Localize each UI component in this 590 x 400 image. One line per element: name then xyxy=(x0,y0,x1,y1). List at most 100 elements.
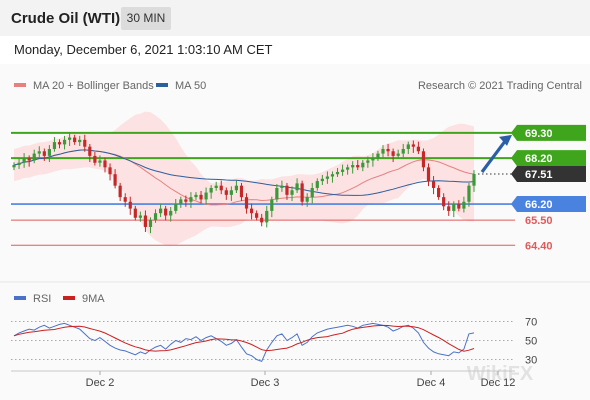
candle-body xyxy=(361,162,365,168)
candle-body xyxy=(376,153,380,159)
rsi-layer: 70 50 30 xyxy=(11,317,537,367)
candle-body xyxy=(174,204,178,211)
rsi-level-label-70: 70 xyxy=(525,317,537,329)
candle-body xyxy=(83,139,87,147)
candle-body xyxy=(255,213,259,218)
candle xyxy=(401,143,405,158)
candle-body xyxy=(265,210,269,223)
candle-body xyxy=(406,144,410,149)
candle-body xyxy=(396,153,400,156)
rsi-line xyxy=(13,322,475,363)
candle-body xyxy=(143,215,148,227)
candle-body xyxy=(346,167,350,170)
candle-body xyxy=(447,206,451,211)
candle-body xyxy=(52,142,57,149)
rsi-level-label-50: 50 xyxy=(525,336,537,348)
candle xyxy=(340,164,345,176)
candle xyxy=(260,213,264,227)
candle xyxy=(310,182,314,204)
price-tag-66.20 xyxy=(511,196,586,213)
candle-body xyxy=(467,185,471,202)
candle-body xyxy=(310,187,314,198)
candle xyxy=(47,145,51,163)
candle-body xyxy=(12,165,16,168)
candle-body xyxy=(356,165,360,168)
candle-body xyxy=(290,190,294,195)
instrument-title: Crude Oil (WTI) xyxy=(11,10,121,27)
candle-body xyxy=(133,208,137,218)
candle xyxy=(52,137,57,152)
candle-body xyxy=(138,215,142,218)
candle xyxy=(361,159,365,172)
candle-body xyxy=(421,151,426,168)
candle-body xyxy=(381,148,385,154)
price-tag-label-69.30: 69.30 xyxy=(525,128,553,140)
candle-body xyxy=(325,176,330,179)
price-tag-label-64.40: 64.40 xyxy=(525,240,553,252)
candle xyxy=(391,148,395,163)
candle xyxy=(421,148,426,172)
candle-body xyxy=(68,137,72,140)
candle xyxy=(330,171,335,183)
candle-body xyxy=(452,204,456,211)
candle-body xyxy=(204,192,208,200)
candle-body xyxy=(169,210,173,216)
candle-body xyxy=(219,185,223,191)
chart-header: Crude Oil (WTI) 30 MIN xyxy=(0,0,590,36)
candle xyxy=(68,132,72,147)
candle xyxy=(416,141,420,155)
candle xyxy=(442,193,446,211)
candle-body xyxy=(98,160,102,163)
forecast-arrow-layer xyxy=(478,134,515,175)
candle xyxy=(280,180,284,192)
legend-ma50-swatch xyxy=(156,83,168,87)
bollinger-band-layer xyxy=(14,111,474,246)
candle xyxy=(194,192,198,200)
timeframe-badge[interactable]: 30 MIN xyxy=(121,7,171,30)
price-tag-68.20 xyxy=(511,150,586,167)
candle xyxy=(138,211,142,222)
candle xyxy=(376,150,380,161)
candle xyxy=(214,181,218,191)
candle-body xyxy=(351,165,355,168)
candle-body xyxy=(153,213,158,221)
candle xyxy=(234,180,239,194)
candle xyxy=(265,205,269,228)
timestamp-subtitle: Monday, December 6, 2021 1:03:10 AM CET xyxy=(14,42,273,57)
candle-body xyxy=(285,185,289,195)
candle xyxy=(57,139,62,149)
candle-body xyxy=(234,185,239,191)
candle-body xyxy=(472,173,476,186)
candle xyxy=(457,200,461,212)
candle xyxy=(113,169,117,189)
candle-body xyxy=(295,183,299,191)
legend-ma50-label: MA 50 xyxy=(175,80,206,92)
candle xyxy=(88,143,92,163)
candle xyxy=(148,217,153,234)
candle xyxy=(32,149,36,164)
candle xyxy=(431,176,436,195)
candle-body xyxy=(27,158,31,161)
price-tag-label-65.50: 65.50 xyxy=(525,215,553,227)
candle xyxy=(93,151,97,166)
candle xyxy=(270,196,274,218)
candle xyxy=(285,182,289,200)
candle xyxy=(78,135,82,147)
candle-body xyxy=(73,137,77,143)
candle-body xyxy=(148,220,153,227)
candle xyxy=(346,164,350,175)
candle xyxy=(22,153,26,168)
candle xyxy=(275,184,279,203)
candle xyxy=(209,185,213,199)
candle xyxy=(315,178,319,191)
candle xyxy=(108,163,112,181)
candle xyxy=(184,195,188,207)
candle xyxy=(356,159,360,171)
candle xyxy=(98,155,102,167)
bollinger-band-area xyxy=(14,111,474,246)
x-axis-layer: Dec 2 Dec 3 Dec 4 Dec 12 xyxy=(86,371,515,389)
candle-body xyxy=(123,197,127,202)
candle xyxy=(381,145,385,158)
candle xyxy=(239,182,244,202)
candle xyxy=(224,187,228,200)
